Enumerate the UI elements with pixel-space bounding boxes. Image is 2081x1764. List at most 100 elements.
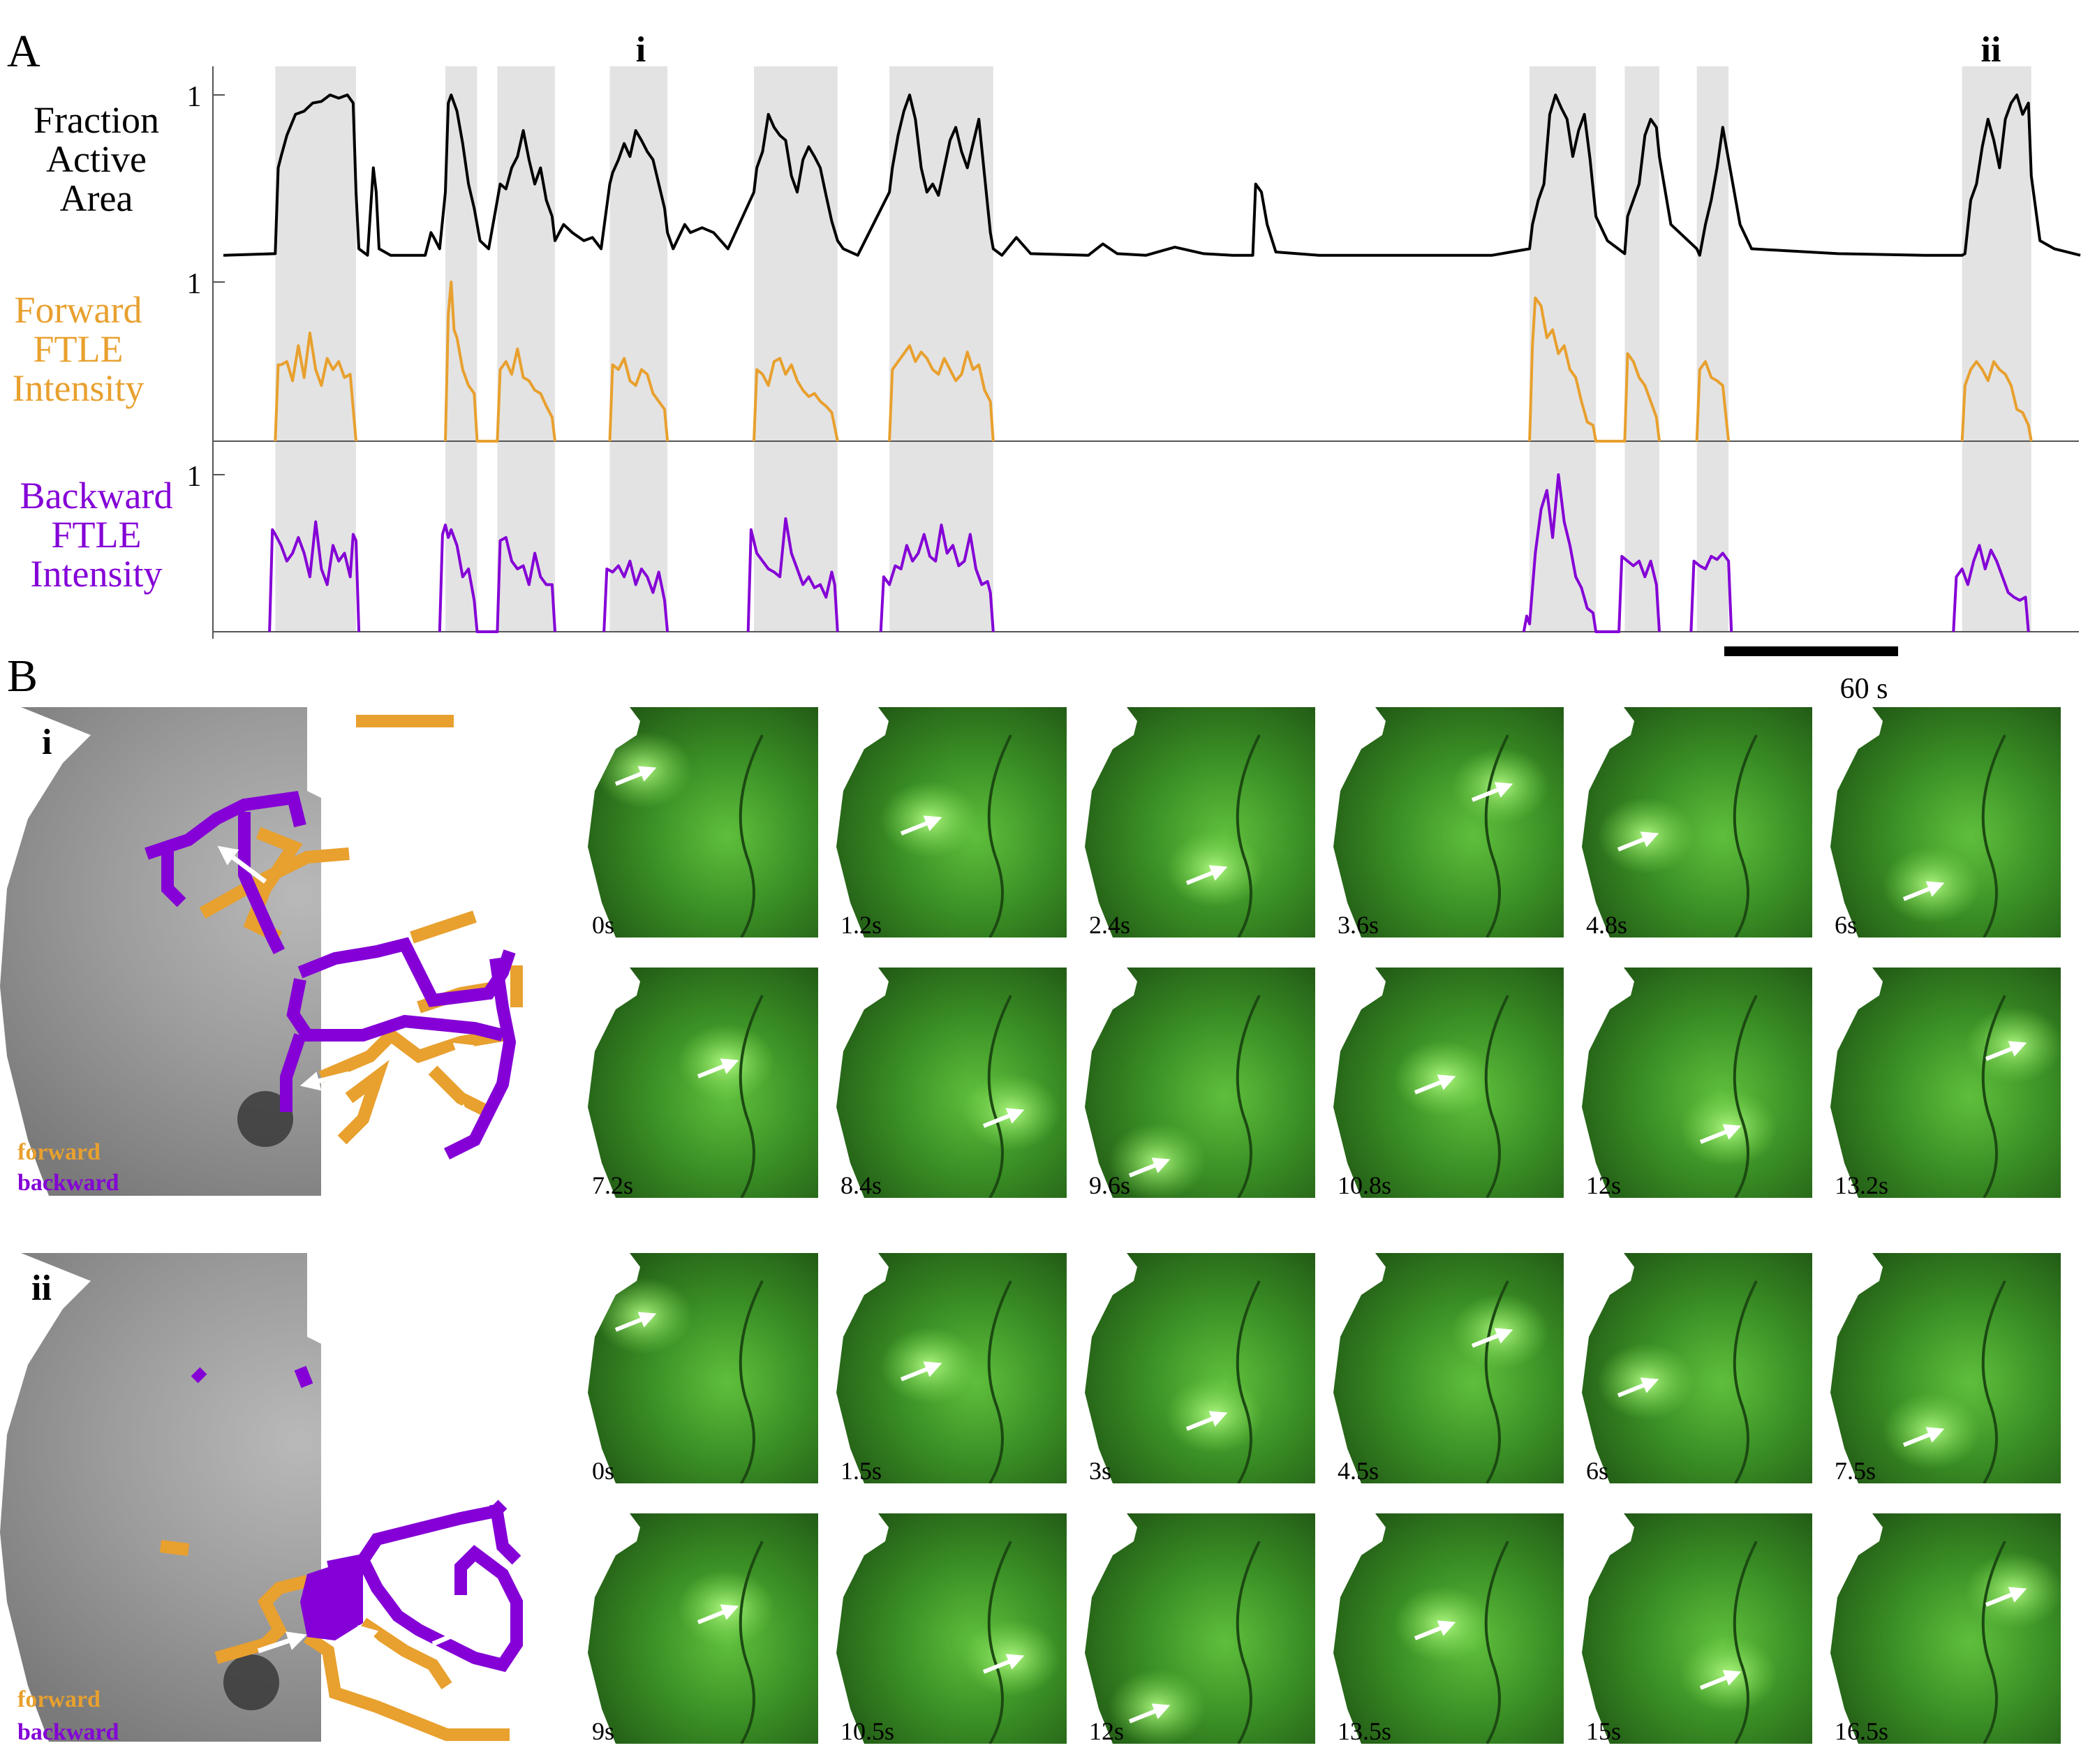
forward-ridge [159, 1540, 190, 1556]
frame-i-10: 12s [1582, 968, 1812, 1199]
vessel-shadow [739, 734, 764, 937]
frame-i-1: 1.2s [836, 707, 1067, 939]
fluorescence-image [1333, 707, 1564, 937]
frame-ii-5: 7.5s [1830, 1253, 2061, 1485]
backward-ftle-ridges [145, 790, 517, 1160]
vessel-shadow [739, 995, 764, 1198]
flow-arrow [217, 845, 267, 884]
frame-ii-1: 1.5s [836, 1253, 1067, 1485]
backward-ridge [161, 847, 186, 907]
row-label-forward: Forward FTLE Intensity [13, 289, 145, 409]
flow-arrow [1699, 1124, 1742, 1144]
activity-spot [595, 732, 693, 808]
flow-arrow [299, 1071, 350, 1091]
frame-time-label: 15s [1586, 1717, 1621, 1745]
row-label-backward: Backward FTLE Intensity [20, 475, 173, 595]
vessel-shadow [1733, 734, 1758, 937]
frame-i-9: 10.8s [1333, 968, 1564, 1199]
vessel-shadow [1236, 995, 1261, 1198]
flow-arrow [1617, 831, 1659, 852]
backward-ridge [297, 937, 516, 1007]
forward-ridge [337, 1060, 390, 1145]
frame-time-label: 8.4s [840, 1171, 882, 1199]
frame-i-3: 3.6s [1333, 707, 1564, 939]
fluorescence-image [1085, 1253, 1315, 1483]
activity-spot [1394, 1586, 1492, 1663]
frame-time-label: 6s [1586, 1457, 1608, 1485]
fluorescence-image [588, 707, 818, 937]
frame-time-label: 12s [1089, 1717, 1124, 1745]
activity-spot [1965, 1007, 2061, 1083]
vessel-shadow [1236, 1541, 1261, 1744]
flow-arrow [1185, 865, 1228, 885]
fluorescence-image [588, 1253, 818, 1483]
activity-spot [1451, 1294, 1549, 1370]
forward-ridge [304, 1631, 510, 1741]
vessel-shadow [1733, 1541, 1758, 1744]
activity-spot [963, 1620, 1060, 1696]
flow-arrow [1699, 1670, 1742, 1690]
backward-ridge [357, 1545, 523, 1673]
dark-spot [237, 1091, 293, 1147]
event-shade [445, 66, 477, 632]
activity-spot [1394, 1040, 1492, 1117]
legend-forward: forward [17, 1687, 101, 1712]
frame-i-6: 7.2s [588, 968, 818, 1199]
event-i-ftle-map: i forward backward [0, 707, 531, 1196]
activity-spot [1680, 1090, 1777, 1166]
frame-ii-8: 12s [1085, 1513, 1315, 1745]
row-label-line: Intensity [13, 367, 145, 409]
activity-spot [963, 1074, 1060, 1150]
flow-arrow [357, 1624, 449, 1709]
event-ii-group: ii forward backward 0s 1.5s 3s 4.5s 6s 7.5s 9s… [0, 1253, 2061, 1745]
frame-ii-0: 0s [588, 1253, 818, 1485]
activity-spot [1883, 847, 1980, 924]
row-label-line: FTLE [52, 514, 142, 556]
event-label-ii: ii [31, 1268, 52, 1308]
activity-spot [1597, 1343, 1695, 1420]
activity-spot [677, 1024, 775, 1101]
event-shading [275, 66, 2031, 632]
flow-arrow [431, 1619, 489, 1647]
frame-time-label: 16.5s [1835, 1717, 1888, 1745]
event-ii-ftle-map: ii forward backward [0, 1253, 531, 1745]
vessel-shadow [1981, 734, 2006, 937]
forward-ftle-ridges [159, 1540, 510, 1741]
series-line-forward [274, 281, 2033, 443]
frame-i-2: 2.4s [1085, 707, 1315, 939]
fluorescence-image [1582, 1513, 1812, 1744]
row-label-fraction: Fraction Active Area [34, 99, 159, 219]
frame-time-label: 0s [592, 1457, 614, 1485]
panel-a-axes [212, 66, 2079, 639]
activity-spot [880, 781, 978, 858]
flow-arrow [1128, 1157, 1171, 1178]
frame-time-label: 13.5s [1338, 1717, 1391, 1745]
flow-arrow [1185, 1411, 1228, 1431]
activity-spot [1597, 797, 1695, 874]
frame-i-7: 8.4s [836, 968, 1067, 1199]
frame-time-label: 13.2s [1835, 1171, 1888, 1199]
frame-time-label: 3s [1089, 1457, 1111, 1485]
bright-region [363, 721, 531, 917]
frame-time-label: 3.6s [1338, 911, 1379, 939]
vessel-shadow [1484, 1280, 1509, 1483]
row-label-line: Area [60, 177, 133, 219]
frame-time-label: 9s [592, 1717, 614, 1745]
flow-arrow [1902, 881, 1945, 901]
frame-ii-7: 10.5s [836, 1513, 1067, 1745]
y-tick-label-forward: 1 [187, 268, 202, 300]
event-shade [609, 66, 668, 632]
frame-time-label: 4.5s [1338, 1457, 1379, 1485]
vessel-shadow [1733, 1280, 1758, 1483]
flow-arrow [424, 1042, 475, 1066]
y-tick-label-fraction: 1 [187, 81, 202, 113]
vessel-shadow [987, 995, 1012, 1198]
frame-time-label: 12s [1586, 1171, 1621, 1199]
frame-i-8: 9.6s [1085, 968, 1315, 1199]
flow-arrow [1902, 1427, 1945, 1447]
backward-ridge [327, 1499, 508, 1573]
frame-time-label: 1.5s [840, 1457, 882, 1485]
event-marker-ii: ii [1981, 30, 2001, 70]
bright-region [363, 1267, 531, 1462]
